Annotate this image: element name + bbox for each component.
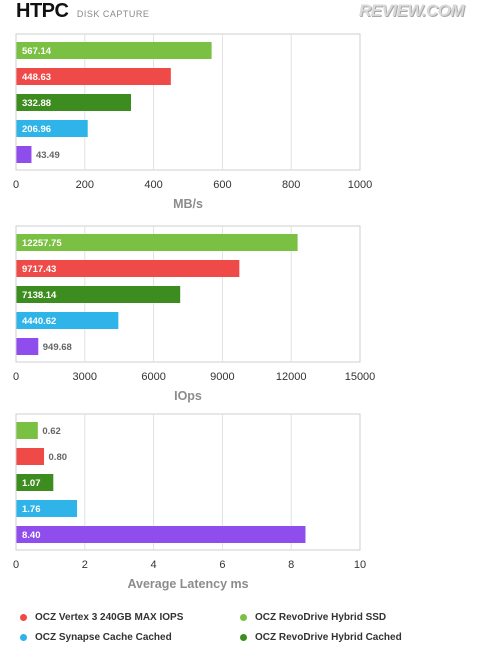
tick-label: 6000 [141,371,165,383]
legend: OCZ Vertex 3 240GB MAX IOPS OCZ RevoDriv… [0,612,480,650]
legend-swatch [240,614,247,621]
legend-label: OCZ RevoDrive Hybrid SSD [255,612,387,623]
bar [16,146,32,163]
tick-label: 0 [13,179,19,191]
bar [16,312,119,329]
data-label: 0.80 [49,452,68,463]
tick-label: 8 [288,559,294,571]
iops-chart: 0 3000 6000 9000 12000 15000 12257.75 9717.43 71… [13,225,376,403]
bar [16,500,78,517]
legend-swatch [20,614,27,621]
tick-label: 9000 [210,371,234,383]
throughput-chart: 0 200 400 600 800 1000 567.14 448.63 332.88 206.9… [13,33,372,211]
bar [16,526,306,543]
bar [16,94,132,111]
bar [16,120,88,137]
tick-label: 12000 [276,371,307,383]
plot-frame [15,33,361,171]
axis-title: IOps [174,389,202,403]
latency-chart: 0 2 4 6 8 10 0.62 0.80 1.07 1.76 8.40 Average Laten… [13,413,366,591]
legend-label: OCZ Vertex 3 240GB MAX IOPS [35,612,184,623]
data-label: 4440.62 [22,316,56,327]
bar [16,422,38,439]
legend-item-synapse: OCZ Synapse Cache Cached [20,632,172,643]
bar [16,474,54,491]
tick-label: 800 [282,179,300,191]
page-subtitle: DISK CAPTURE [76,9,150,19]
legend-item-revodrive-cached: OCZ RevoDrive Hybrid Cached [240,632,402,643]
data-label: 949.68 [43,342,72,353]
legend-swatch [20,634,27,641]
plot-frame [15,225,361,363]
tick-label: 600 [213,179,231,191]
data-label: 567.14 [22,46,52,57]
data-label: 9717.43 [22,264,56,275]
tick-label: 200 [76,179,94,191]
data-label: 43.49 [36,150,60,161]
bar [16,260,240,277]
tick-label: 10 [354,559,366,571]
tick-label: 6 [219,559,225,571]
bar [16,42,212,59]
tick-label: 400 [144,179,162,191]
bar [16,234,298,251]
data-label: 7138.14 [22,290,57,301]
data-label: 12257.75 [22,238,62,249]
bar [16,338,39,355]
legend-item-revodrive-ssd: OCZ RevoDrive Hybrid SSD [240,612,386,623]
tick-label: 3000 [73,371,97,383]
tick-label: 15000 [345,371,376,383]
site-logo: REVIEW.COM [358,1,465,20]
data-label: 448.63 [22,72,51,83]
axis-title: MB/s [173,197,203,211]
legend-swatch [240,634,247,641]
tick-label: 1000 [348,179,372,191]
tick-label: 4 [151,559,157,571]
data-label: 0.62 [42,426,61,437]
tick-label: 0 [13,371,19,383]
data-label: 332.88 [22,98,51,109]
data-label: 1.76 [22,504,41,515]
page-title: HTPC [16,0,69,22]
tick-label: 0 [13,559,19,571]
plot-frame [15,413,361,551]
tick-label: 2 [82,559,88,571]
data-label: 8.40 [22,530,41,541]
bar [16,68,171,85]
data-label: 1.07 [22,478,41,489]
axis-title: Average Latency ms [127,577,248,591]
bar [16,448,45,465]
legend-item-vertex3: OCZ Vertex 3 240GB MAX IOPS [20,612,183,623]
data-label: 206.96 [22,124,51,135]
legend-label: OCZ RevoDrive Hybrid Cached [255,632,402,643]
bar [16,286,181,303]
legend-label: OCZ Synapse Cache Cached [35,632,172,643]
chart-header: HTPC DISK CAPTURE [16,0,149,24]
